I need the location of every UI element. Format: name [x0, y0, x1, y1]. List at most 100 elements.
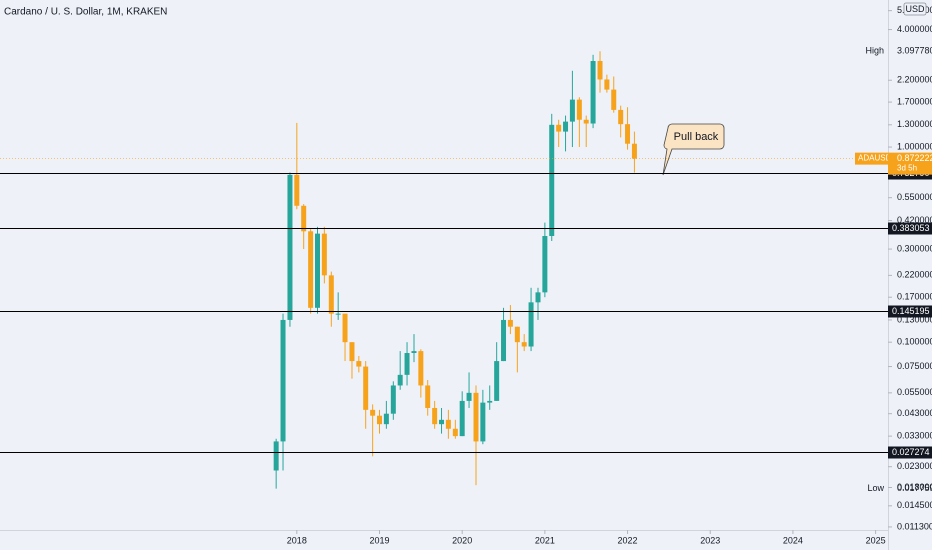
candle-body	[383, 413, 389, 425]
y-tick-label: 0.170000	[897, 292, 932, 302]
candle-body	[507, 319, 513, 327]
y-tick-label: 0.550000	[897, 192, 932, 202]
candle-body	[487, 400, 493, 403]
y-tick-label: 0.130000	[897, 314, 932, 324]
candle-body	[349, 342, 355, 362]
y-tick-label: 1.700000	[897, 96, 932, 106]
y-tick-label: 1.300000	[897, 119, 932, 129]
x-tick-label: 2020	[452, 535, 472, 545]
candle-body	[418, 351, 424, 386]
candle-body	[556, 124, 562, 132]
chart-title: Cardano / U. S. Dollar, 1M, KRAKEN	[4, 7, 167, 18]
candle-body	[625, 124, 631, 144]
y-tick-label: 0.043000	[897, 408, 932, 418]
candle-body	[294, 174, 300, 206]
last-price-label: 0.872222	[897, 153, 932, 163]
candle-body	[445, 419, 451, 429]
candle-body	[501, 319, 507, 362]
candle-body	[411, 351, 417, 354]
candle-body	[597, 61, 603, 80]
level-label-box	[888, 446, 932, 459]
candle-body	[604, 79, 610, 90]
plot-area	[273, 51, 637, 489]
y-tick-label: 0.420000	[897, 215, 932, 225]
currency-label: USD	[905, 4, 925, 14]
candle-body	[342, 313, 348, 343]
x-tick-label: 2018	[287, 535, 307, 545]
level-label-box	[888, 222, 932, 235]
candle-body	[583, 119, 589, 124]
candle-body	[590, 61, 596, 124]
last-price-symbol-box	[855, 152, 888, 165]
candle-body	[494, 361, 500, 401]
y-tick-label: 0.220000	[897, 270, 932, 280]
x-tick-label: 2019	[369, 535, 389, 545]
candle-body	[631, 143, 637, 159]
candle-body	[280, 319, 286, 442]
candle-body	[466, 392, 472, 401]
y-tick-label: 1.000000	[897, 141, 932, 151]
candle-body	[528, 302, 534, 347]
candle-body	[480, 402, 486, 442]
last-price-box	[888, 152, 932, 175]
callout-text: Pull back	[674, 131, 719, 143]
candle-body	[308, 231, 314, 308]
candle-body	[535, 292, 541, 303]
candle-body	[542, 236, 548, 293]
candle-body	[576, 99, 582, 120]
candle-body	[328, 275, 334, 314]
candle-body	[432, 407, 438, 425]
candle-body	[452, 428, 458, 437]
high-marker-text: High	[865, 46, 884, 56]
high-marker-label: 3.097780	[897, 46, 932, 56]
y-tick-label: 2.200000	[897, 75, 932, 85]
candle-body	[363, 366, 369, 410]
level-label: 0.027274	[892, 447, 930, 457]
y-tick-label: 0.033000	[897, 431, 932, 441]
last-price-symbol: ADAUSD	[858, 154, 892, 163]
candle-body	[549, 124, 555, 237]
candle-body	[335, 313, 341, 315]
candle-body	[390, 385, 396, 414]
candle-body	[459, 400, 465, 437]
y-tick-label: 0.100000	[897, 337, 932, 347]
y-tick-label: 4.000000	[897, 24, 932, 34]
candle-body	[439, 419, 445, 425]
low-marker-text: Low	[867, 483, 884, 493]
candle-body	[397, 374, 403, 386]
candle-body	[473, 392, 479, 442]
candle-body	[563, 121, 569, 132]
x-tick-label: 2023	[700, 535, 720, 545]
low-marker-label: 0.017759	[897, 483, 932, 493]
candle-body	[611, 89, 617, 110]
y-tick-label: 0.300000	[897, 243, 932, 253]
level-label: 0.145195	[892, 306, 930, 316]
x-tick-label: 2024	[783, 535, 803, 545]
candle-body	[618, 109, 624, 125]
candle-body	[301, 205, 307, 232]
candle-body	[287, 174, 293, 320]
candle-body	[377, 415, 383, 425]
candle-body	[514, 326, 520, 343]
candle-body	[314, 233, 320, 308]
y-tick-label: 0.055000	[897, 387, 932, 397]
candle-body	[521, 342, 527, 347]
x-tick-label: 2021	[535, 535, 555, 545]
candle-body	[425, 385, 431, 408]
countdown: 3d 5h	[897, 164, 917, 173]
y-tick-label: 0.075000	[897, 361, 932, 371]
x-tick-label: 2025	[866, 535, 886, 545]
currency-box	[903, 2, 927, 16]
candle-body	[321, 233, 327, 276]
candle-body	[356, 361, 362, 367]
y-tick-label: 0.011300	[897, 521, 932, 531]
level-label: 0.383053	[892, 223, 930, 233]
candle-body	[370, 409, 376, 416]
candle-body	[404, 353, 410, 375]
callout-box	[662, 123, 725, 176]
y-tick-label: 0.018000	[897, 482, 932, 492]
candle-body	[273, 441, 279, 471]
